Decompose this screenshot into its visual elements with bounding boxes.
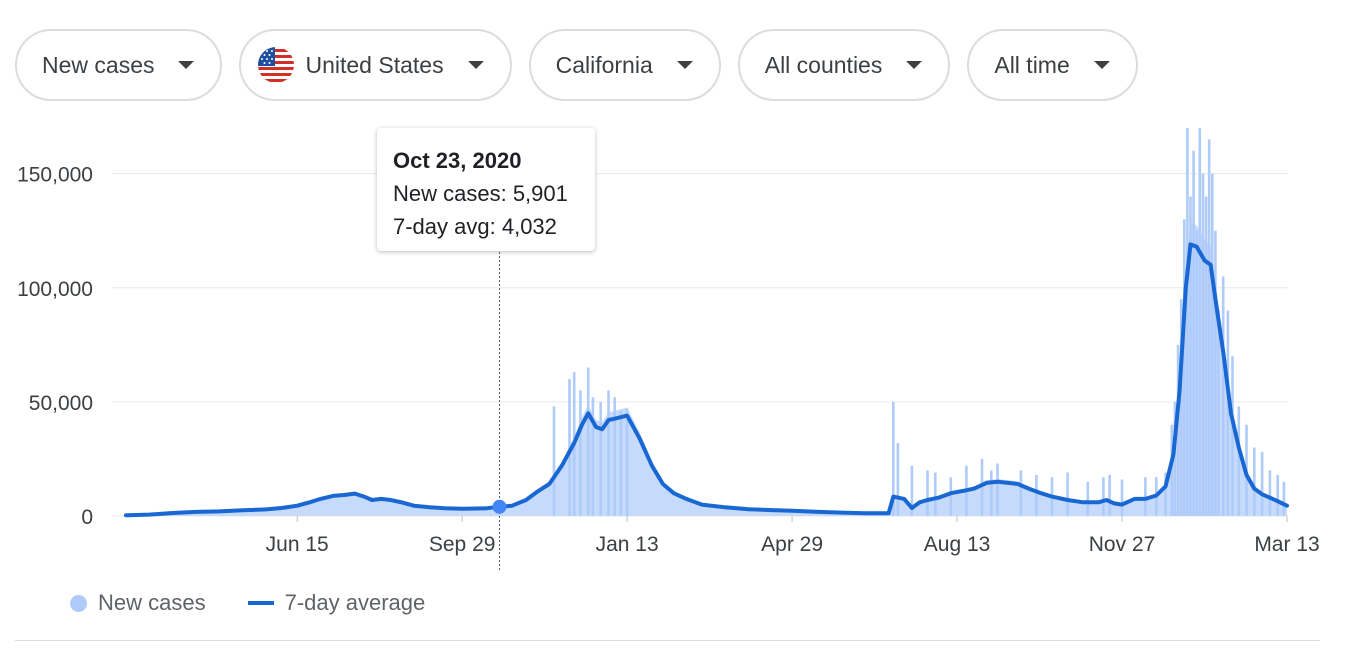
divider [15, 640, 1320, 641]
new-cases-bar [1282, 481, 1286, 516]
x-tick-label: Nov 27 [1089, 533, 1156, 556]
new-cases-bar [910, 465, 914, 516]
new-cases-bar [1276, 474, 1279, 516]
new-cases-bar [990, 470, 993, 516]
new-cases-bar [625, 408, 629, 516]
us-flag-icon [258, 47, 295, 83]
seven-day-average-line [124, 242, 1289, 518]
new-cases-bar [1086, 481, 1090, 516]
x-tick-label: Mar 13 [1254, 533, 1319, 556]
country-dropdown-label: United States [305, 51, 444, 78]
new-cases-bar [1192, 150, 1195, 517]
new-cases-bar [1201, 173, 1205, 516]
x-tick-label: Jun 15 [266, 533, 329, 556]
new-cases-bar [1268, 470, 1272, 516]
cases-chart[interactable]: 0 50,000 100,000 150,000 Jun 15 Sep 29 Jan 13 A… [0, 110, 1358, 580]
new-cases-bar [1102, 477, 1105, 516]
new-cases-bar [1173, 401, 1177, 516]
filter-bar: New cases United States California [15, 29, 1138, 101]
new-cases-bar [599, 401, 602, 516]
new-cases-bar [1170, 424, 1174, 516]
chart-tooltip: Oct 23, 2020 New cases: 5,901 7-day avg:… [377, 128, 595, 251]
y-tick-label: 100,000 [17, 278, 93, 301]
new-cases-bar [591, 397, 595, 516]
new-cases-bar [613, 397, 616, 516]
caret-down-icon [467, 61, 484, 69]
y-tick-label: 50,000 [29, 392, 93, 415]
new-cases-bar [980, 458, 984, 516]
tooltip-date: Oct 23, 2020 [393, 148, 522, 173]
time-range-dropdown[interactable]: All time [967, 29, 1138, 101]
new-cases-bar [934, 472, 937, 516]
county-dropdown-label: All counties [764, 51, 883, 78]
state-dropdown[interactable]: California [528, 29, 721, 101]
legend-new-cases-label[interactable]: New cases [98, 590, 206, 615]
hover-point [492, 499, 507, 514]
new-cases-bar [1108, 474, 1111, 516]
caret-down-icon [676, 61, 693, 69]
new-cases-bar [1198, 128, 1202, 516]
avg-legend-swatch [247, 601, 274, 605]
new-cases-bar [1253, 447, 1256, 516]
new-cases-bar [996, 463, 999, 516]
new-cases-bar [1204, 196, 1208, 516]
new-cases-bar [1066, 472, 1069, 516]
new-cases-bar [926, 470, 929, 516]
legend-avg-label[interactable]: 7-day average [284, 590, 426, 615]
new-cases-bar [1237, 406, 1241, 516]
new-cases-bar [1214, 230, 1217, 516]
caret-down-icon [906, 61, 923, 69]
new-cases-bar [1186, 128, 1189, 516]
new-cases-bar [949, 477, 953, 516]
new-cases-bar [619, 411, 623, 516]
metric-dropdown-label: New cases [42, 51, 155, 78]
x-tick-label: Sep 29 [429, 533, 496, 556]
new-cases-bar [1144, 477, 1147, 516]
new-cases-bar [1164, 472, 1167, 516]
new-cases-bar [1176, 344, 1180, 516]
chart-legend: New cases 7-day average [70, 588, 425, 618]
tooltip-new-cases: New cases: 5,901 [393, 181, 568, 206]
new-cases-bar [1217, 310, 1220, 516]
new-cases-bar [1189, 196, 1192, 516]
new-cases-bar [1260, 452, 1264, 516]
new-cases-bar [607, 390, 610, 516]
x-tick-label: Jan 13 [596, 533, 659, 556]
new-cases-bar [586, 367, 590, 516]
new-cases-bar [1179, 299, 1183, 516]
x-tick-label: Aug 13 [924, 533, 991, 556]
y-tick-label: 150,000 [17, 164, 93, 187]
new-cases-bar [579, 390, 582, 516]
county-dropdown[interactable]: All counties [737, 29, 951, 101]
new-cases-bar [1211, 173, 1214, 516]
x-tick-label: Apr 29 [761, 533, 823, 556]
new-cases-bar [1183, 219, 1186, 517]
new-cases-bar [1035, 474, 1038, 516]
country-dropdown[interactable]: United States [239, 29, 512, 101]
new-cases-bar [1019, 470, 1023, 516]
caret-down-icon [178, 61, 195, 69]
tooltip-7day-avg: 7-day avg: 4,032 [393, 214, 557, 239]
new-cases-bar [1231, 356, 1234, 516]
caret-down-icon [1093, 61, 1110, 69]
new-cases-bar [1221, 276, 1225, 516]
new-cases-bar [896, 443, 900, 516]
new-cases-bar [1120, 479, 1124, 516]
metric-dropdown[interactable]: New cases [15, 29, 223, 101]
state-dropdown-label: California [555, 51, 653, 78]
new-cases-bar [1195, 230, 1198, 516]
y-tick-label: 0 [81, 506, 93, 529]
time-range-dropdown-label: All time [994, 51, 1070, 78]
new-cases-bar [552, 406, 556, 516]
new-cases-bar [1207, 139, 1211, 516]
new-cases-bar [1226, 310, 1230, 516]
new-cases-area [126, 222, 1287, 516]
new-cases-legend-swatch [70, 594, 87, 612]
new-cases-bar [892, 401, 895, 516]
